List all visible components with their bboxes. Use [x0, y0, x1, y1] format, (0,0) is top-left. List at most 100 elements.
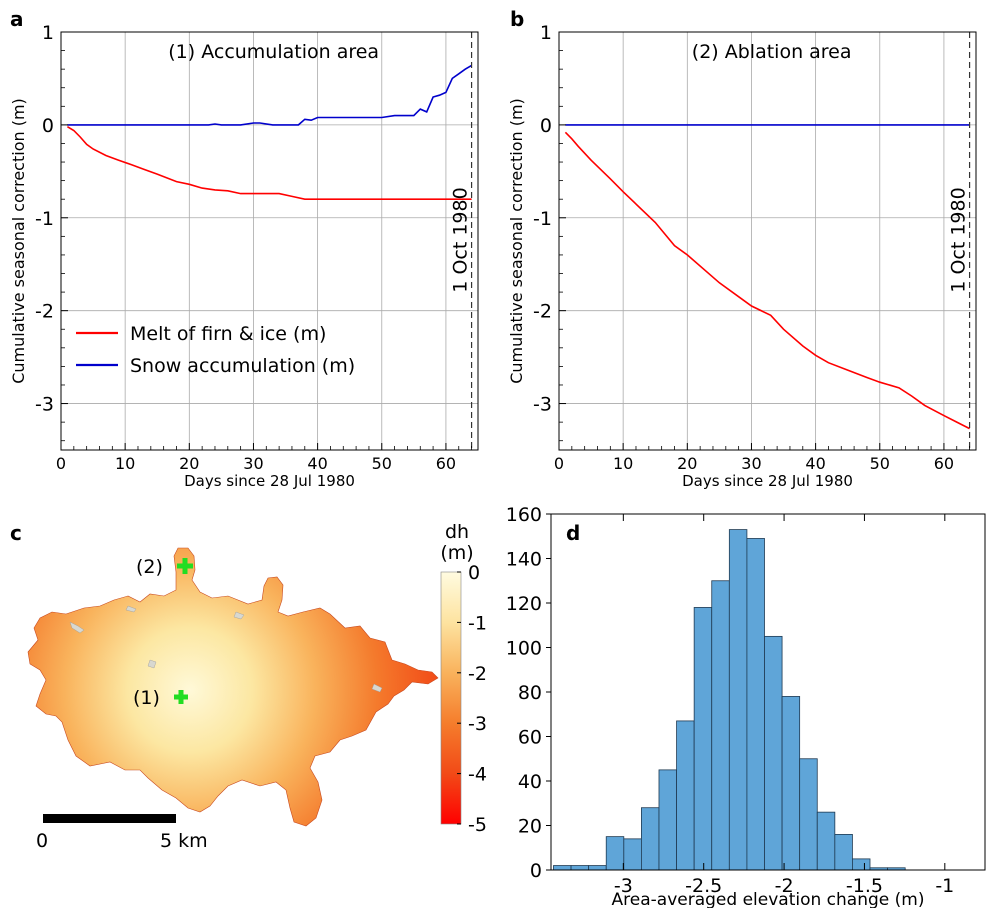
histogram-bar: [834, 834, 853, 871]
panel-b-grid: [559, 31, 976, 450]
panel-d-bars: [553, 529, 906, 871]
nunatak-3: [233, 611, 245, 620]
panel-d-x-tick-label: -1: [935, 875, 954, 897]
panel-d-y-tick-label: 80: [518, 682, 542, 704]
panel-b-series: [564, 124, 970, 430]
panel-a-legend: Melt of firn & ice (m) Snow accumulation…: [76, 323, 355, 377]
colorbar-title: dh: [445, 521, 469, 543]
panel-a-x-tick-label: 50: [372, 454, 392, 473]
panel-b-x-tick-label: 20: [677, 454, 697, 473]
panel-label-d: d: [566, 521, 580, 545]
colorbar-unit: (m): [440, 542, 473, 564]
panel-d-y-tick-label: 40: [518, 771, 542, 793]
panel-b-x-axis-label: Days since 28 Jul 1980: [682, 472, 853, 490]
panel-a-title: (1) Accumulation area: [168, 41, 379, 63]
point-2-label: (2): [136, 556, 163, 578]
panel-d-histogram: 0 20 40 60 80 100 120 140 160 -3 -2.5 -2 -1.5 -1 Area…: [506, 504, 986, 908]
panel-b-date-marker: 1 Oct 1980: [948, 32, 971, 450]
scale-bar-start-label: 0: [36, 830, 48, 852]
panel-b-x-tick-label: 0: [554, 454, 564, 473]
colorbar-tick-label: -5: [468, 814, 487, 836]
legend-label-snow: Snow accumulation (m): [130, 355, 355, 377]
nunatak-patches: [69, 605, 383, 693]
histogram-bar: [676, 720, 695, 871]
panel-d-y-tick-label: 100: [506, 638, 542, 660]
panel-b-x-tick-label: 30: [741, 454, 761, 473]
panel-a-y-tick-label: -1: [35, 208, 54, 230]
nunatak-4: [371, 683, 383, 693]
panel-d-x-tick-label: -1.5: [846, 875, 883, 897]
colorbar-tick-label: -2: [468, 663, 487, 685]
colorbar-tick-label: -4: [468, 764, 487, 786]
panel-a-x-tick-label: 10: [115, 454, 135, 473]
panel-d-y-tick-label: 160: [506, 504, 542, 526]
marker-point-2: (2): [136, 556, 193, 578]
point-1-cross-icon: [174, 690, 188, 704]
glacier-outline: [27, 547, 439, 827]
scale-bar: 0 5 km: [36, 814, 208, 852]
point-2-cross-icon: [177, 558, 193, 574]
histogram-bar: [816, 811, 836, 871]
panel-a-y-tick-label: 1: [42, 22, 54, 44]
panel-a-x-tick-label: 20: [179, 454, 199, 473]
histogram-bar: [605, 836, 625, 871]
panel-d-x-axis-label: Area-averaged elevation change (m): [612, 890, 925, 908]
histogram-bar: [553, 865, 572, 871]
colorbar-tick-label: 0: [468, 562, 480, 584]
panel-a-y-axis-label: Cumulative seasonal correction (m): [9, 98, 28, 384]
panel-a-grid: [61, 31, 478, 450]
panel-c-elevation-change-map: (1) (2) 0 5 km dh (m) 0 -1 -2 -3 -4 -5: [27, 521, 487, 852]
panel-d-y-tick-label: 60: [518, 727, 542, 749]
histogram-bar: [623, 838, 642, 871]
panel-b-x-tick-label: 40: [805, 454, 825, 473]
colorbar: dh (m) 0 -1 -2 -3 -4 -5: [440, 521, 487, 836]
nunatak-5: [125, 605, 137, 613]
panel-a-y-tick-label: 0: [42, 115, 54, 137]
nunatak-2: [147, 659, 157, 669]
panel-d-y-tick-label: 120: [506, 593, 542, 615]
colorbar-tick-label: -3: [468, 713, 487, 735]
panel-b-y-tick-label: 0: [540, 115, 552, 137]
histogram-bar: [852, 858, 871, 871]
panel-d-axes: 0 20 40 60 80 100 120 140 160 -3 -2.5 -2 -1.5 -1: [506, 504, 955, 897]
panel-b-axes: 0 10 20 30 40 50 60 -3 -2 -1 0 1: [533, 22, 970, 473]
panel-a-series: [66, 64, 473, 200]
point-1-label: (1): [133, 687, 160, 709]
panel-b-y-tick-label: -1: [533, 208, 552, 230]
panel-a-line-chart: 1 Oct 1980 0 10 20 30 40 50 60 -3 -2 -1 0 1 (1) Acc…: [9, 22, 479, 490]
panel-d-y-tick-label: 20: [518, 816, 542, 838]
panel-a-y-tick-label: -2: [35, 301, 54, 323]
panel-d-x-tick-label: -2: [775, 875, 794, 897]
panel-a-plot-frame: [60, 31, 479, 451]
panel-a-series-melt-line: [66, 126, 472, 200]
histogram-bar: [711, 580, 730, 871]
panel-a-vline-label: 1 Oct 1980: [450, 187, 472, 292]
histogram-bar: [746, 538, 765, 871]
panel-b-vline-label: 1 Oct 1980: [948, 187, 970, 292]
panel-d-y-tick-label: 0: [530, 860, 542, 882]
panel-a-y-tick-label: -3: [35, 394, 54, 416]
panel-a-date-marker: 1 Oct 1980: [450, 32, 473, 450]
marker-point-1: (1): [133, 687, 188, 709]
scale-bar-end-label: 5 km: [160, 830, 208, 852]
histogram-bar: [658, 769, 677, 871]
histogram-bar: [588, 865, 607, 871]
panel-b-y-tick-label: 1: [540, 22, 552, 44]
panel-a-series-snow-line: [67, 64, 473, 126]
panel-a-x-tick-label: 30: [243, 454, 263, 473]
histogram-bar: [781, 696, 801, 871]
panel-b-title: (2) Ablation area: [692, 41, 852, 63]
panel-a-x-tick-label: 60: [436, 454, 456, 473]
panel-b-series-melt-line: [564, 131, 970, 430]
panel-a-x-axis-label: Days since 28 Jul 1980: [184, 472, 355, 490]
panel-d-y-tick-label: 140: [506, 549, 542, 571]
histogram-bar: [764, 635, 783, 871]
panel-b-x-tick-label: 50: [870, 454, 890, 473]
panel-b-x-tick-label: 60: [934, 454, 954, 473]
nunatak-1: [69, 621, 85, 634]
colorbar-tick-label: -1: [468, 612, 487, 634]
panel-b-line-chart: 1 Oct 1980 0 10 20 30 40 50 60 -3 -2 -1 0 1 (2) Abl…: [507, 22, 977, 490]
panel-b-plot-frame: [558, 31, 977, 451]
panel-d-x-tick-label: -3: [614, 875, 633, 897]
